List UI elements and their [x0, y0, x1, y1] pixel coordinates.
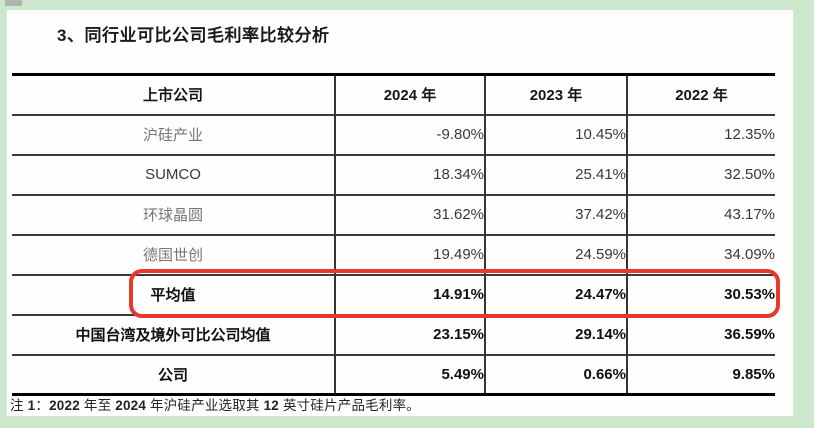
value-2022: 36.59% — [626, 314, 775, 355]
table-row: 公司 5.49% 0.66% 9.85% — [12, 354, 775, 395]
company-name: SUMCO — [145, 166, 201, 183]
value-2023: 29.14% — [484, 314, 627, 355]
company-name: 平均值 — [150, 287, 196, 304]
footnote-segment: 英寸硅片产品毛利率。 — [279, 398, 420, 413]
value-2024: 18.34% — [334, 154, 485, 195]
table-row-average-highlighted: 平均值 14.91% 24.47% 30.53% — [12, 274, 775, 315]
company-name: 公司 — [157, 366, 188, 384]
footnote-segment: 年至 — [79, 398, 116, 413]
value-2023: 0.66% — [484, 354, 627, 395]
header-listed-company: 上市公司 — [142, 87, 203, 105]
value-2024: 23.15% — [334, 314, 485, 355]
company-name: 环球晶圆 — [142, 207, 203, 224]
footnote-segment: 年沪硅产业选取其 — [146, 398, 264, 413]
header-year-2022: 2022 年 — [626, 74, 775, 115]
value-2023: 24.47% — [484, 274, 627, 315]
value-2024: 19.49% — [334, 234, 485, 275]
scrollbar-artifact — [5, 0, 22, 6]
gross-margin-comparison-table: 上市公司 2024 年 2023 年 2022 年 沪硅产业 -9.80% 10… — [12, 73, 775, 396]
table-row: SUMCO 18.34% 25.41% 32.50% — [12, 154, 775, 195]
value-2022: 12.35% — [626, 114, 775, 155]
footnote-segment: 12 — [263, 398, 280, 413]
company-name: 沪硅产业 — [142, 127, 203, 144]
footnote-segment: 1 — [27, 398, 36, 413]
value-2022: 32.50% — [626, 154, 775, 195]
header-year-2023: 2023 年 — [484, 74, 627, 115]
table-row: 环球晶圆 31.62% 37.42% 43.17% — [12, 194, 775, 235]
table-row: 中国台湾及境外可比公司均值 23.15% 29.14% 36.59% — [12, 314, 775, 355]
value-2023: 37.42% — [484, 194, 627, 235]
value-2024: 14.91% — [334, 274, 485, 315]
header-year-2024: 2024 年 — [334, 74, 485, 115]
table-header-row: 上市公司 2024 年 2023 年 2022 年 — [12, 74, 775, 115]
company-name: 德国世创 — [142, 247, 203, 264]
value-2022: 43.17% — [626, 194, 775, 235]
value-2024: 31.62% — [334, 194, 485, 235]
document-page: 3、同行业可比公司毛利率比较分析 上市公司 2024 年 2023 年 2022… — [7, 10, 793, 416]
footnote-segment: 注 — [10, 398, 28, 413]
value-2022: 9.85% — [626, 354, 775, 395]
footnote-segment: ： — [35, 398, 50, 413]
value-2024: -9.80% — [334, 114, 485, 155]
footnote: 注 1：2022 年至 2024 年沪硅产业选取其 12 英寸硅片产品毛利率。 — [10, 397, 420, 415]
footnote-segment: 2024 — [115, 398, 147, 413]
table-row: 沪硅产业 -9.80% 10.45% 12.35% — [12, 114, 775, 155]
value-2024: 5.49% — [334, 354, 485, 395]
value-2023: 25.41% — [484, 154, 627, 195]
value-2023: 24.59% — [484, 234, 627, 275]
footnote-segment: 2022 — [49, 398, 80, 413]
value-2022: 30.53% — [626, 274, 775, 315]
section-title: 3、同行业可比公司毛利率比较分析 — [57, 26, 330, 45]
company-name: 中国台湾及境外可比公司均值 — [75, 327, 271, 344]
value-2023: 10.45% — [484, 114, 627, 155]
value-2022: 34.09% — [626, 234, 775, 275]
table-row: 德国世创 19.49% 24.59% 34.09% — [12, 234, 775, 275]
